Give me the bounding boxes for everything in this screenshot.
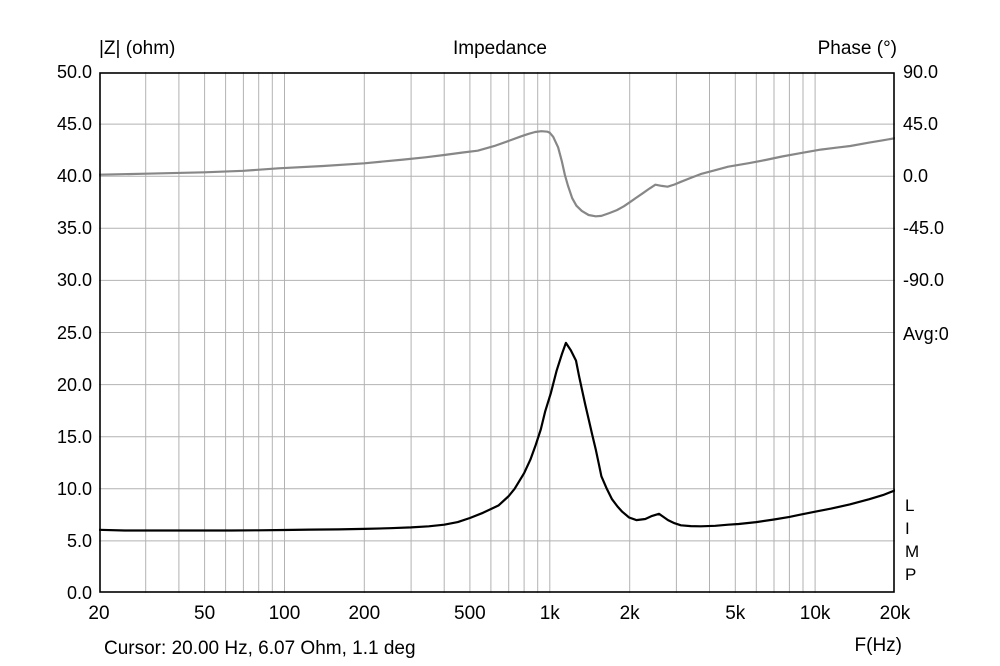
x-axis-tick-label: 5k bbox=[725, 603, 746, 624]
x-axis-title: F(Hz) bbox=[854, 635, 902, 656]
left-axis-tick-label: 5.0 bbox=[66, 530, 92, 551]
x-axis-tick-label: 200 bbox=[348, 603, 381, 624]
left-axis-tick-label: 30.0 bbox=[56, 270, 92, 291]
right-axis-tick-label: 0.0 bbox=[903, 166, 929, 187]
impedance-curve bbox=[99, 341, 895, 532]
left-axis-tick-label: 0.0 bbox=[66, 583, 92, 603]
plot-border bbox=[99, 72, 895, 593]
left-axis-title: |Z| (ohm) bbox=[99, 38, 176, 59]
left-axis-tick-label: 40.0 bbox=[56, 166, 92, 187]
x-axis-tick-label: 1k bbox=[539, 603, 560, 624]
left-axis-tick-label: 25.0 bbox=[56, 322, 92, 343]
x-axis-tick-label: 100 bbox=[268, 603, 301, 624]
right-axis-tick-label: -45.0 bbox=[903, 218, 945, 239]
limp-program-watermark: L I M P bbox=[905, 496, 920, 584]
left-axis-tick-label: 45.0 bbox=[56, 114, 92, 135]
x-axis-tick-label: 2k bbox=[619, 603, 640, 624]
x-axis-tick-label: 500 bbox=[454, 603, 486, 624]
right-axis-tick-label: 90.0 bbox=[903, 62, 939, 82]
x-axis-tick-label: 50 bbox=[194, 603, 216, 624]
right-axis-tick-label: 45.0 bbox=[903, 114, 939, 135]
right-axis-tick-label: -90.0 bbox=[903, 270, 945, 291]
phase-curve bbox=[99, 130, 895, 218]
left-axis-tick-label: 35.0 bbox=[56, 218, 92, 239]
right-axis-title: Phase (°) bbox=[817, 38, 897, 59]
plot-area[interactable] bbox=[99, 72, 895, 593]
cursor-readout: Cursor: 20.00 Hz, 6.07 Ohm, 1.1 deg bbox=[104, 638, 416, 659]
left-axis-tick-label: 50.0 bbox=[56, 62, 92, 82]
x-axis-tick-label: 20k bbox=[879, 603, 911, 624]
left-axis-tick-label: 20.0 bbox=[56, 374, 92, 395]
averaging-count-indicator: Avg:0 bbox=[903, 324, 949, 344]
left-axis-tick-label: 10.0 bbox=[56, 478, 92, 499]
chart-title: Impedance bbox=[452, 38, 547, 59]
x-axis-tick-label: 10k bbox=[799, 603, 831, 624]
left-axis-tick-label: 15.0 bbox=[56, 426, 92, 447]
x-axis-tick-label: 20 bbox=[88, 603, 110, 624]
